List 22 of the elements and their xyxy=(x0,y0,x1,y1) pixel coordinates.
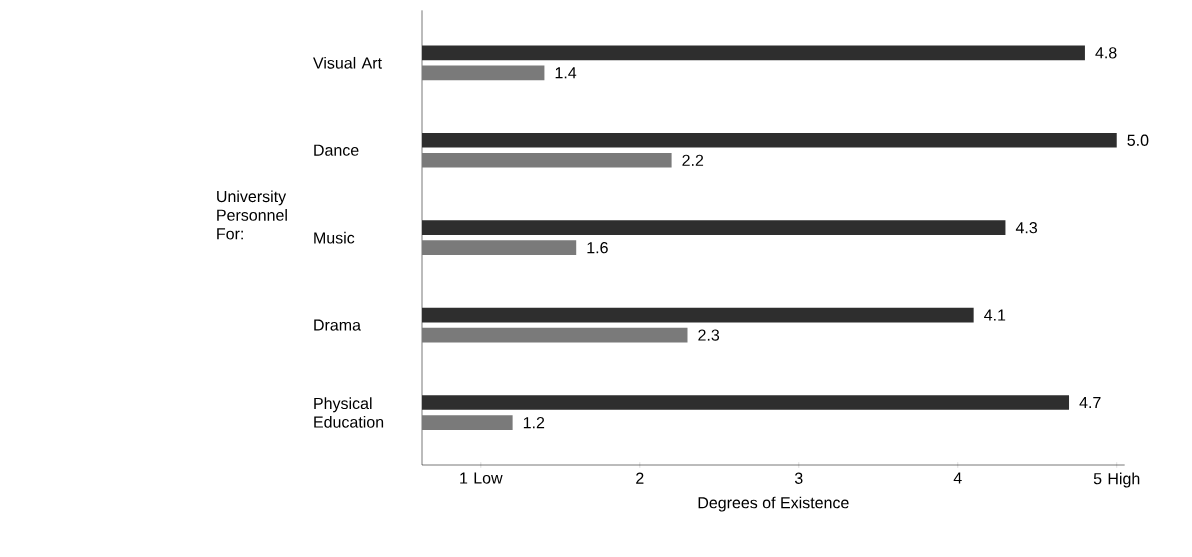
x-tick-label: 2 xyxy=(636,472,644,484)
x-tick-label: 5 High xyxy=(1093,472,1140,488)
data-label: 4.3 xyxy=(1015,222,1038,234)
data-label: 5.0 xyxy=(1127,134,1149,146)
y-tick-label: Dance xyxy=(314,144,359,156)
data-label: 4.8 xyxy=(1095,47,1117,59)
y-axis-title: University Personnel For: xyxy=(217,190,287,240)
y-tick-label: Drama xyxy=(314,319,361,331)
y-tick-label: Visual Art xyxy=(313,56,382,69)
x-axis-title: Degrees of Existence xyxy=(698,496,849,512)
x-tick-label: 4 xyxy=(953,472,962,484)
y-tick-label: Physical Education xyxy=(314,397,384,428)
data-label: 4.1 xyxy=(984,309,1006,321)
data-label: 2.2 xyxy=(682,154,704,166)
data-label: 1.4 xyxy=(555,67,577,79)
y-tick-label: Music xyxy=(314,231,355,244)
data-label: 2.3 xyxy=(698,329,720,341)
x-tick-label: 1 Low xyxy=(460,472,503,484)
data-label: 1.6 xyxy=(587,242,608,254)
data-label: 1.2 xyxy=(523,416,545,429)
data-label: 4.7 xyxy=(1079,397,1101,409)
x-tick-label: 3 xyxy=(794,472,803,484)
